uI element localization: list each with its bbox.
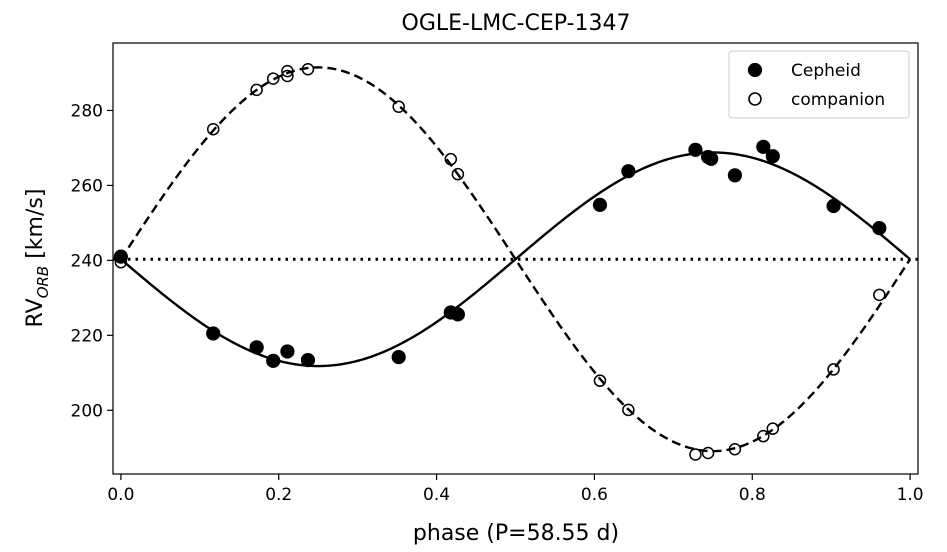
- x-tick-label: 0.6: [581, 485, 608, 505]
- data-point-cepheid: [688, 142, 703, 157]
- data-point-cepheid: [266, 353, 281, 368]
- data-point-cepheid: [450, 307, 465, 322]
- data-point-companion: [281, 69, 294, 83]
- plot-area: 0.0 0.2 0.4 0.6 0.8 1.0 200 220 240 260 280: [71, 42, 924, 505]
- data-point-companion: [757, 429, 770, 443]
- y-tick-label: 200: [71, 401, 103, 421]
- y-tick-label: 280: [71, 101, 103, 121]
- x-axis-label: phase (P=58.55 d): [413, 521, 619, 546]
- legend-frame: [728, 50, 910, 119]
- x-tick-label: 0.0: [107, 485, 134, 505]
- y-axis-label-subscript: ORB: [34, 266, 52, 299]
- data-point-companion: [766, 422, 780, 435]
- y-tick-label: 220: [71, 326, 103, 346]
- data-point-companion: [593, 374, 607, 387]
- data-point-cepheid: [592, 197, 608, 213]
- data-point-cepheid: [727, 168, 743, 183]
- x-tick-label: 1.0: [897, 485, 924, 505]
- data-point-companion: [451, 167, 465, 181]
- data-point-companion: [444, 152, 458, 166]
- y-axis-label-unit: [km/s]: [23, 189, 48, 266]
- data-point-companion: [301, 62, 315, 76]
- data-point-cepheid: [756, 139, 771, 154]
- data-point-cepheid: [621, 164, 636, 179]
- plot-frame: [112, 42, 919, 475]
- data-point-companion: [728, 443, 742, 456]
- legend-marker-companion: [748, 92, 762, 106]
- data-point-companion: [206, 122, 220, 136]
- data-point-cepheid: [826, 198, 841, 214]
- data-point-companion: [622, 403, 635, 417]
- legend-label-cepheid: Cepheid: [791, 61, 861, 81]
- data-point-cepheid: [765, 149, 780, 164]
- data-point-cepheid: [391, 349, 406, 365]
- x-tick-label: 0.8: [739, 485, 766, 505]
- x-tick-label: 0.4: [423, 485, 450, 505]
- data-point-companion: [873, 288, 886, 302]
- data-point-companion: [392, 100, 405, 113]
- data-point-cepheid: [249, 340, 264, 355]
- y-tick-label: 240: [71, 251, 103, 271]
- data-point-companion: [266, 72, 280, 85]
- y-tick-label: 260: [71, 176, 103, 196]
- data-point-cepheid: [206, 326, 221, 341]
- data-point-companion: [701, 446, 715, 460]
- data-point-companion: [114, 255, 128, 269]
- y-axis-label-main: RV: [23, 298, 48, 327]
- data-point-companion: [827, 363, 840, 376]
- data-point-companion: [281, 64, 294, 78]
- legend-label-companion: companion: [791, 90, 885, 110]
- x-tick-label: 0.2: [265, 485, 292, 505]
- model-curve-cepheid: [120, 151, 911, 368]
- chart-title: OGLE-LMC-CEP-1347: [402, 11, 631, 36]
- data-point-companion: [250, 83, 263, 97]
- data-point-cepheid: [300, 352, 316, 368]
- data-point-companion: [689, 448, 702, 461]
- legend-marker-cepheid: [747, 62, 763, 78]
- data-point-cepheid: [872, 221, 887, 236]
- data-point-cepheid: [704, 151, 719, 166]
- legend: Cepheid companion: [728, 50, 910, 119]
- y-axis-label: RVORB [km/s]: [23, 189, 52, 328]
- data-point-cepheid: [280, 344, 295, 359]
